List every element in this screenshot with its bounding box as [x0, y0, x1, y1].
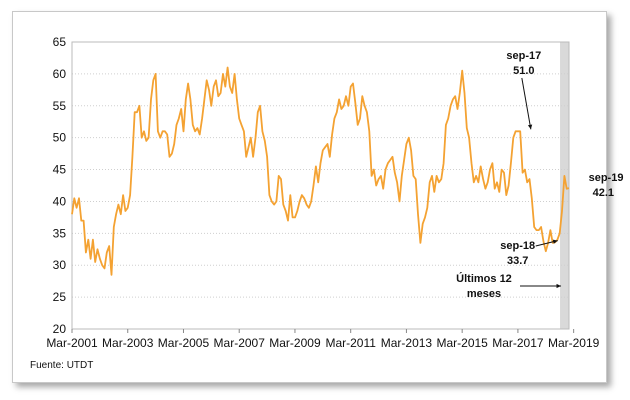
- annotation-sep-19-value: 42.1: [593, 187, 614, 199]
- y-tick-label: 25: [53, 290, 67, 304]
- annotation-sep-19-label: sep-19: [589, 172, 624, 184]
- y-tick-label: 50: [53, 131, 67, 145]
- x-tick-label: Mar-2005: [158, 336, 210, 350]
- y-tick-label: 20: [53, 322, 67, 336]
- x-tick-label: Mar-2009: [269, 336, 321, 350]
- y-tick-label: 35: [53, 226, 67, 240]
- source-note: Fuente: UTDT: [30, 360, 94, 371]
- x-tick-label: Mar-2015: [436, 336, 488, 350]
- annotation-sep-18-value: 33.7: [507, 255, 528, 267]
- annotation-sep-17-value: 51.0: [513, 65, 534, 77]
- note-arrow-head: [556, 283, 562, 289]
- x-tick-label: Mar-2019: [548, 336, 600, 350]
- note-meses: meses: [467, 288, 501, 300]
- y-tick-label: 60: [53, 67, 67, 81]
- annotation-sep-17-arrow: [521, 77, 532, 130]
- plot-area-border: [71, 41, 570, 330]
- x-tick-label: Mar-2007: [214, 336, 266, 350]
- annotation-sep-18-label: sep-18: [500, 240, 535, 252]
- y-tick-label: 65: [53, 35, 67, 49]
- x-tick-label: Mar-2003: [102, 336, 154, 350]
- x-axis-ticks: Mar-2001 Mar-2003 Mar-2005 Mar-2007 Mar-2009…: [46, 329, 600, 350]
- x-tick-label: Mar-2011: [325, 336, 376, 350]
- annotation-sep-18-arrow-head: [552, 239, 558, 244]
- x-tick-label: Mar-2013: [381, 336, 433, 350]
- annotations: sep-17 51.0 sep-18 33.7 sep-19 42.1 Últimos 12…: [456, 50, 623, 300]
- y-axis-ticks: 20 25 30 35 40 45 50 55 60 65: [53, 35, 67, 336]
- series-line: [71, 66, 570, 276]
- y-tick-label: 40: [53, 194, 67, 208]
- annotation-sep-17-arrow-head: [527, 124, 533, 130]
- x-tick-label: Mar-2017: [492, 336, 544, 350]
- y-tick-label: 30: [53, 258, 67, 272]
- annotation-sep-17-label: sep-17: [506, 50, 541, 62]
- y-tick-label: 55: [53, 99, 67, 113]
- y-tick-label: 45: [53, 163, 67, 177]
- note-ultimos-12: Últimos 12: [456, 272, 512, 285]
- chart-frame: [12, 11, 607, 383]
- x-tick-label: Mar-2001: [46, 336, 98, 350]
